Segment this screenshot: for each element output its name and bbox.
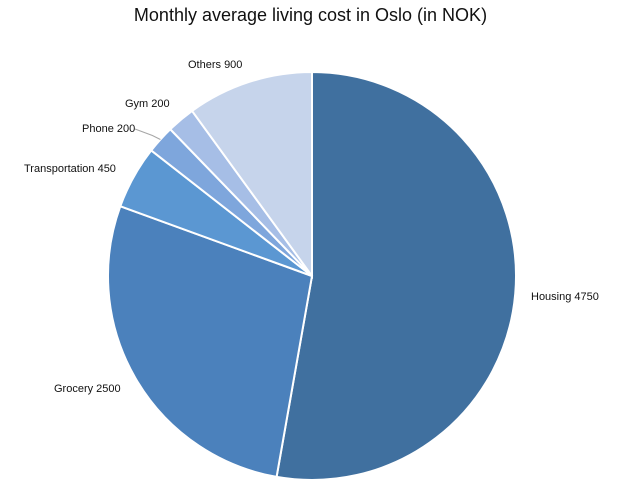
pie-slice-others	[190, 70, 313, 280]
slice-label-phone: Phone 200	[82, 123, 135, 135]
pie-slice-housing	[275, 70, 518, 481]
slice-label-housing: Housing 4750	[531, 291, 599, 303]
slice-label-gym: Gym 200	[125, 98, 170, 110]
slice-label-others: Others 900	[188, 59, 242, 71]
slice-label-grocery: Grocery 2500	[54, 383, 121, 395]
pie-slice-grocery	[106, 204, 314, 479]
chart-title: Monthly average living cost in Oslo (in …	[134, 5, 487, 25]
slice-labels: Housing 4750 Grocery 2500 Transportation 4…	[24, 59, 599, 395]
leader-lines	[134, 128, 161, 140]
leader-line-phone	[134, 128, 161, 140]
pie-slices	[106, 70, 518, 481]
slice-label-transportation: Transportation 450	[24, 163, 116, 175]
